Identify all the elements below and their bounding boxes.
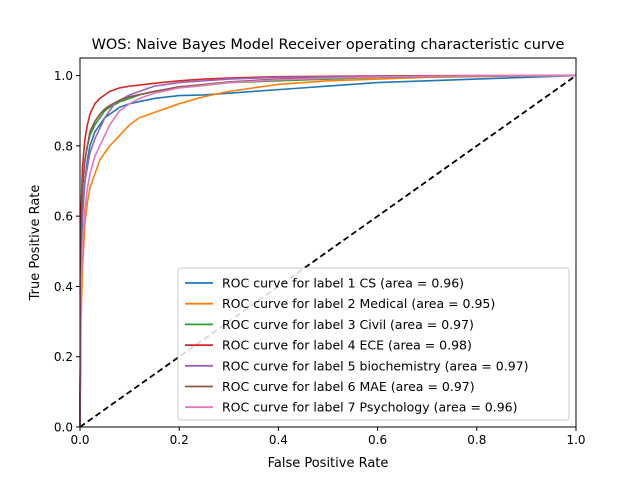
x-tick-label: 0.6 [368, 433, 387, 447]
axes-frame [79, 57, 577, 428]
y-axis-ticks: 0.0 0.2 0.4 0.6 0.8 1.0 [54, 69, 80, 435]
reference-line-layer [79, 74, 577, 428]
chart-title: WOS: Naive Bayes Model Receiver operatin… [92, 37, 565, 53]
legend-items: ROC curve for label 1 CS (area = 0.96) RO… [185, 276, 529, 415]
series-line-1 [79, 74, 577, 428]
y-tick-label: 0.2 [54, 350, 73, 364]
plot-area [79, 57, 577, 428]
y-axis-label: True Positive Rate [28, 185, 43, 302]
x-axis-ticks: 0.0 0.2 0.4 0.6 0.8 1.0 [70, 427, 586, 447]
y-tick-label: 0.6 [54, 210, 73, 224]
legend-label-2: ROC curve for label 2 Medical (area = 0.… [222, 296, 495, 311]
reference-diagonal-line [79, 74, 577, 428]
y-tick-label: 0.0 [54, 421, 73, 435]
series-layer [79, 74, 577, 428]
series-line-2 [79, 74, 577, 428]
series-line-7 [79, 74, 577, 428]
x-tick-label: 1.0 [566, 433, 585, 447]
legend-label-7: ROC curve for label 7 Psychology (area =… [222, 400, 518, 415]
x-tick-label: 0.0 [70, 433, 89, 447]
x-tick-label: 0.8 [467, 433, 486, 447]
legend-label-3: ROC curve for label 3 Civil (area = 0.97… [222, 317, 474, 332]
legend: ROC curve for label 1 CS (area = 0.96) RO… [177, 267, 570, 421]
legend-label-4: ROC curve for label 4 ECE (area = 0.98) [222, 338, 472, 353]
x-tick-label: 0.4 [269, 433, 288, 447]
x-axis-label: False Positive Rate [268, 456, 389, 471]
x-tick-label: 0.2 [170, 433, 189, 447]
legend-box [177, 267, 570, 421]
legend-label-6: ROC curve for label 6 MAE (area = 0.97) [222, 379, 475, 394]
y-tick-label: 1.0 [54, 69, 73, 83]
y-tick-label: 0.4 [54, 280, 73, 294]
y-tick-label: 0.8 [54, 139, 73, 153]
legend-label-5: ROC curve for label 5 biochemistry (area… [222, 358, 529, 373]
legend-label-1: ROC curve for label 1 CS (area = 0.96) [222, 276, 464, 291]
